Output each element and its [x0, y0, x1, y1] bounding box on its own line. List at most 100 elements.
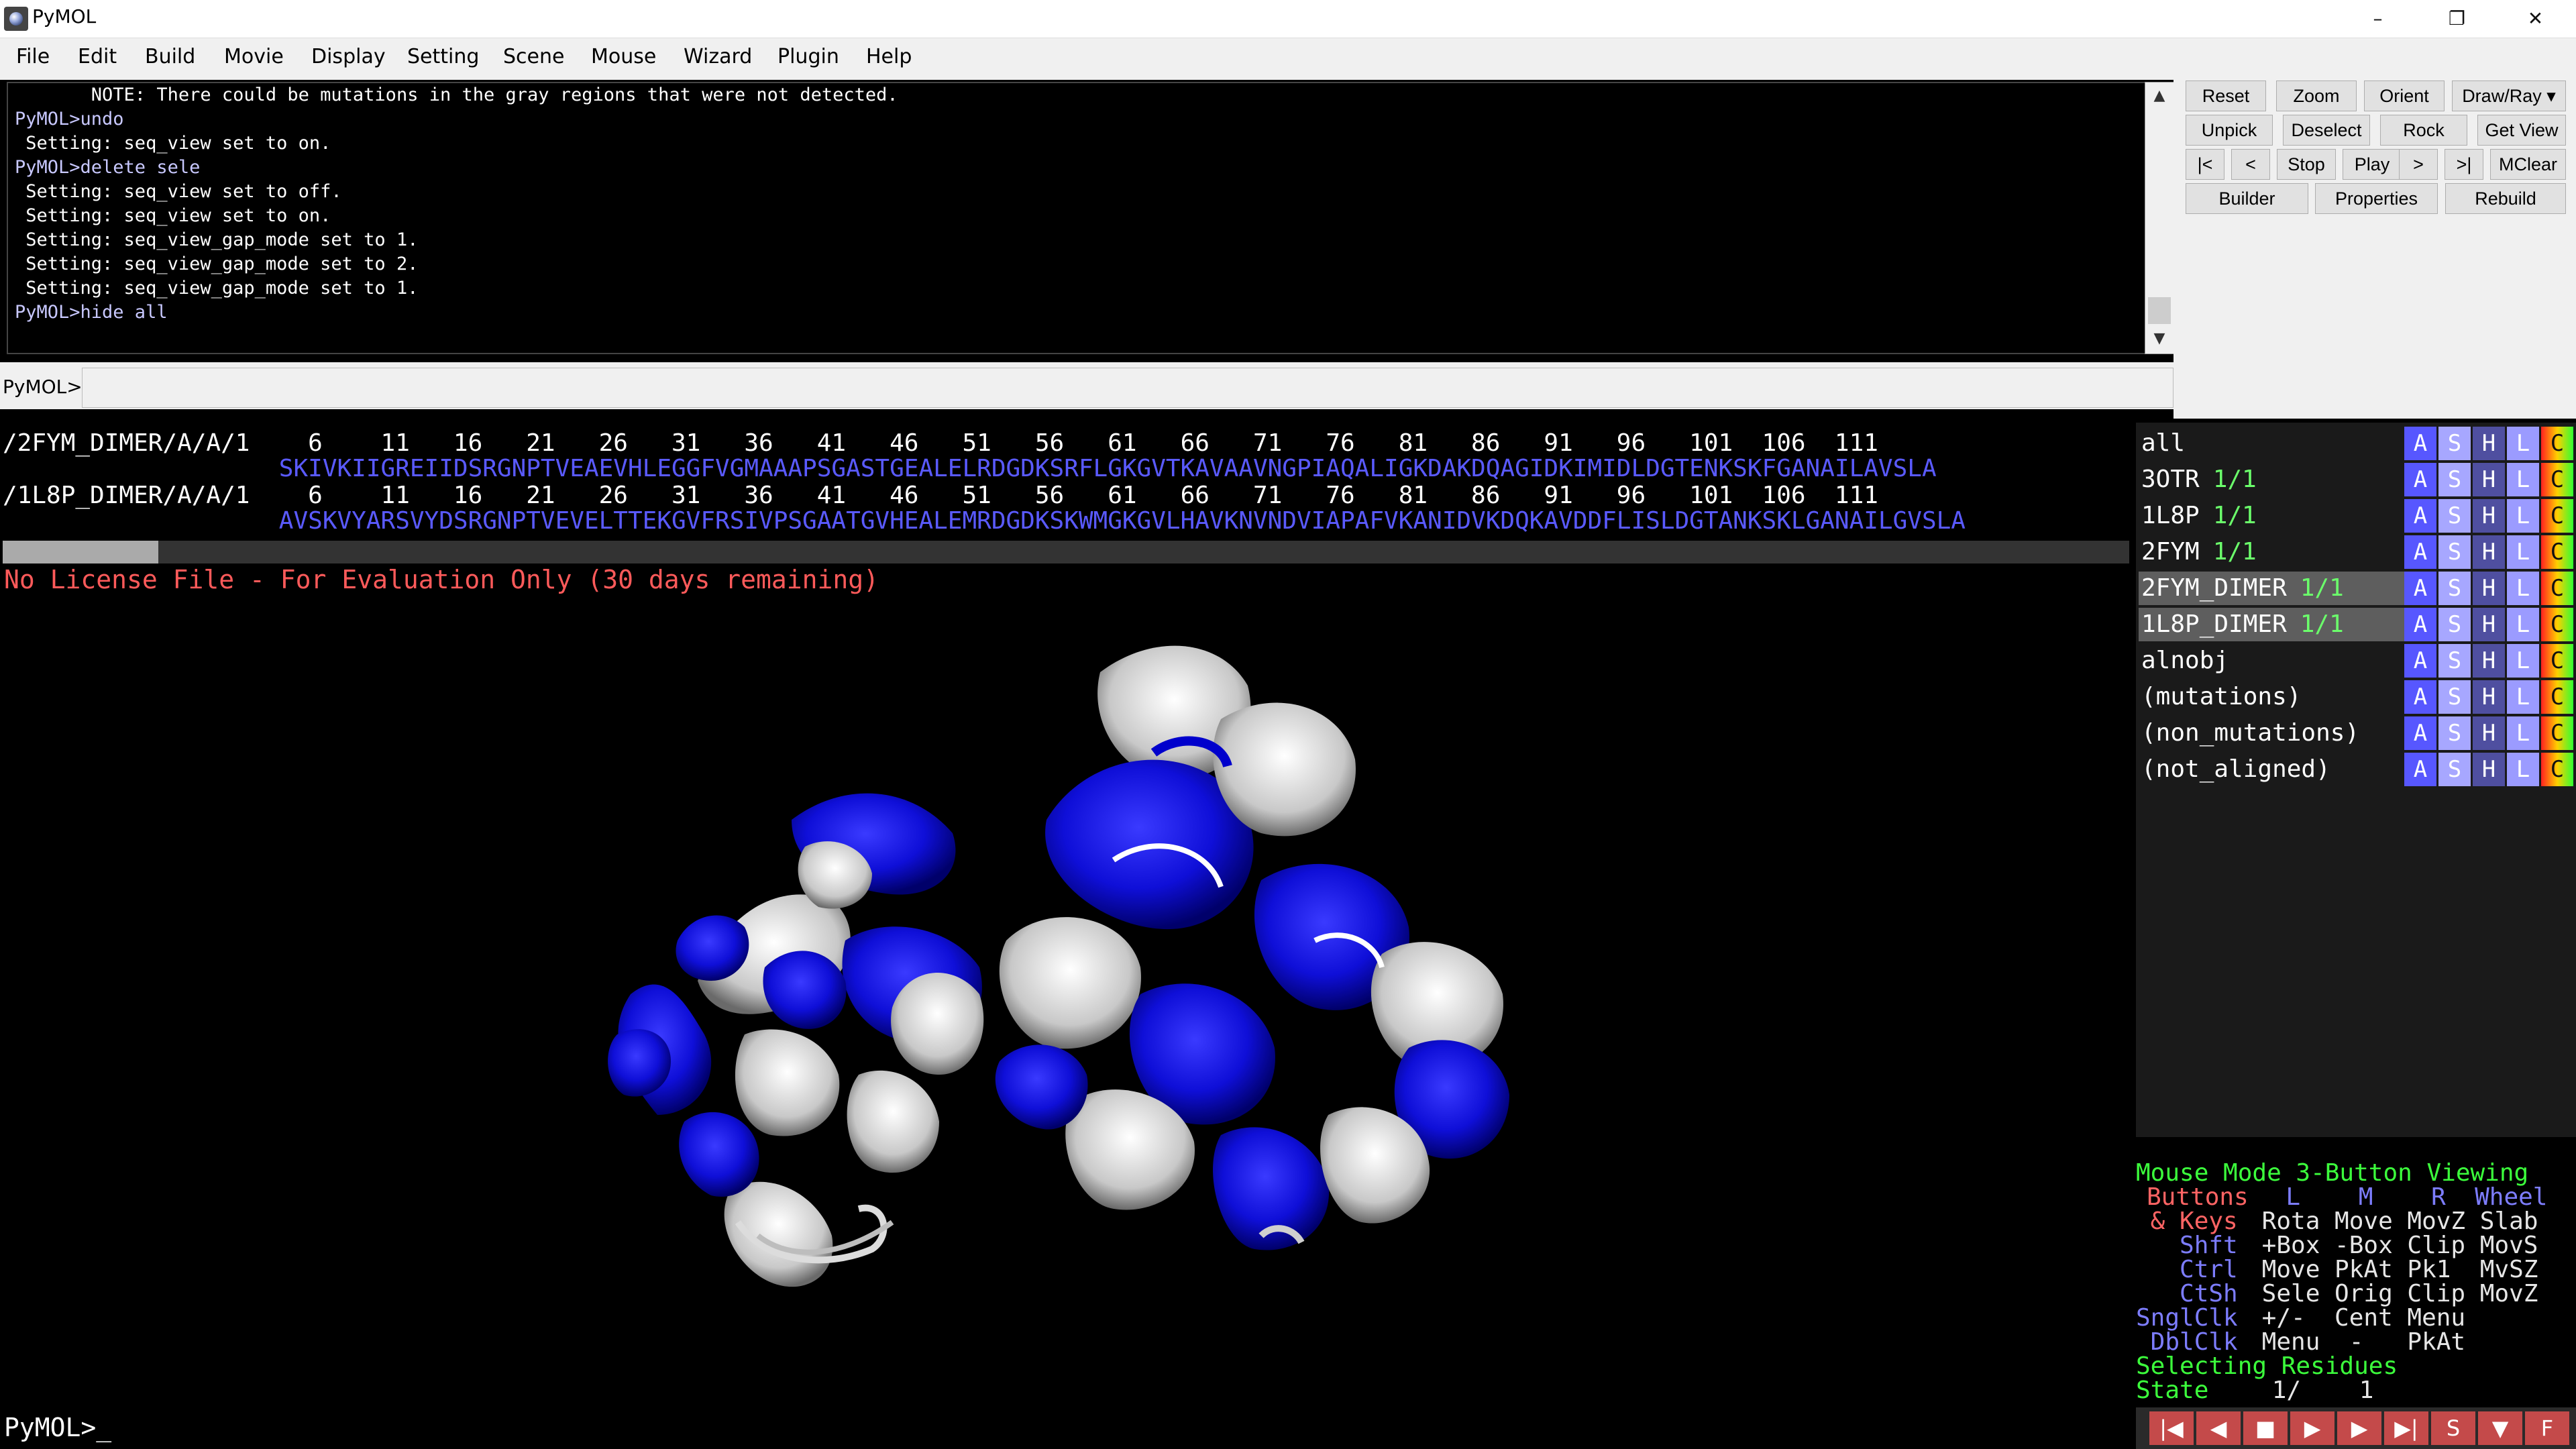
object-control-l[interactable]: L — [2507, 463, 2539, 496]
dropdown-icon[interactable]: ▼ — [2478, 1411, 2522, 1445]
prev-frame-button[interactable]: < — [2231, 149, 2270, 180]
object-control-l[interactable]: L — [2507, 716, 2539, 750]
minimize-button[interactable]: – — [2373, 7, 2383, 30]
object-control-l[interactable]: L — [2507, 535, 2539, 569]
orient-button[interactable]: Orient — [2364, 80, 2445, 111]
scroll-down-icon[interactable]: ▼ — [2153, 330, 2165, 347]
object-control-h[interactable]: H — [2473, 680, 2505, 714]
step-forward-icon[interactable]: ▶ — [2337, 1411, 2381, 1445]
object-control-c[interactable]: C — [2541, 680, 2573, 714]
object-control-a[interactable]: A — [2404, 572, 2436, 605]
object-name[interactable]: 2FYM_DIMER 1/1 — [2139, 572, 2407, 605]
object-control-h[interactable]: H — [2473, 608, 2505, 641]
first-frame-button[interactable]: |< — [2186, 149, 2224, 180]
play-button[interactable]: Play — [2343, 149, 2402, 180]
object-control-s[interactable]: S — [2438, 680, 2471, 714]
object-control-c[interactable]: C — [2541, 608, 2573, 641]
object-name[interactable]: 1L8P 1/1 — [2139, 499, 2407, 533]
object-control-l[interactable]: L — [2507, 644, 2539, 678]
rebuild-button[interactable]: Rebuild — [2445, 183, 2566, 214]
deselect-button[interactable]: Deselect — [2283, 115, 2370, 146]
object-control-c[interactable]: C — [2541, 463, 2573, 496]
command-input[interactable] — [82, 368, 2174, 408]
object-control-c[interactable]: C — [2541, 753, 2573, 786]
menu-plugin[interactable]: Plugin — [777, 45, 839, 68]
builder-button[interactable]: Builder — [2186, 183, 2308, 214]
object-control-h[interactable]: H — [2473, 753, 2505, 786]
object-name[interactable]: 2FYM 1/1 — [2139, 535, 2407, 569]
object-name[interactable]: (mutations) — [2139, 680, 2407, 714]
scene-icon[interactable]: S — [2431, 1411, 2475, 1445]
stop-icon[interactable]: ■ — [2243, 1411, 2288, 1445]
object-control-c[interactable]: C — [2541, 644, 2573, 678]
object-name[interactable]: all — [2139, 427, 2407, 460]
rock-button[interactable]: Rock — [2380, 115, 2467, 146]
object-control-a[interactable]: A — [2404, 427, 2436, 460]
object-control-s[interactable]: S — [2438, 499, 2471, 533]
object-control-h[interactable]: H — [2473, 499, 2505, 533]
object-control-s[interactable]: S — [2438, 535, 2471, 569]
object-name[interactable]: alnobj — [2139, 644, 2407, 678]
object-control-l[interactable]: L — [2507, 427, 2539, 460]
object-control-a[interactable]: A — [2404, 499, 2436, 533]
object-control-s[interactable]: S — [2438, 716, 2471, 750]
viewport-command-prompt[interactable]: PyMOL>_ — [4, 1413, 112, 1442]
object-control-a[interactable]: A — [2404, 680, 2436, 714]
object-control-h[interactable]: H — [2473, 644, 2505, 678]
menu-setting[interactable]: Setting — [407, 45, 480, 68]
console-scrollbar[interactable]: ▲ ▼ — [2145, 82, 2174, 354]
object-control-a[interactable]: A — [2404, 463, 2436, 496]
last-frame-button[interactable]: >| — [2445, 149, 2483, 180]
object-control-l[interactable]: L — [2507, 572, 2539, 605]
object-name[interactable]: (not_aligned) — [2139, 753, 2407, 786]
stop-button[interactable]: Stop — [2277, 149, 2336, 180]
mclear-button[interactable]: MClear — [2490, 149, 2566, 180]
object-control-c[interactable]: C — [2541, 427, 2573, 460]
output-console[interactable]: NOTE: There could be mutations in the gr… — [7, 82, 2154, 354]
object-control-a[interactable]: A — [2404, 535, 2436, 569]
menu-mouse[interactable]: Mouse — [591, 45, 657, 68]
rewind-icon[interactable]: |◀ — [2149, 1411, 2194, 1445]
reset-button[interactable]: Reset — [2186, 80, 2266, 111]
object-control-l[interactable]: L — [2507, 680, 2539, 714]
object-control-h[interactable]: H — [2473, 535, 2505, 569]
play-icon[interactable]: ▶ — [2290, 1411, 2334, 1445]
object-name[interactable]: (non_mutations) — [2139, 716, 2407, 750]
scroll-thumb[interactable] — [2148, 297, 2171, 324]
menu-scene[interactable]: Scene — [503, 45, 565, 68]
molecular-viewport[interactable] — [0, 565, 2133, 1410]
object-control-a[interactable]: A — [2404, 716, 2436, 750]
object-control-a[interactable]: A — [2404, 644, 2436, 678]
close-button[interactable]: ✕ — [2527, 7, 2544, 30]
object-control-l[interactable]: L — [2507, 753, 2539, 786]
selecting-mode[interactable]: Selecting Residues — [2136, 1352, 2398, 1380]
sequence-1l8p[interactable]: AVSKVYARSVYDSRGNPTVEVELTTEKGVFRSIVPSGAAT… — [3, 507, 1966, 535]
draw-ray-button[interactable]: Draw/Ray ▾ — [2452, 80, 2566, 111]
menu-movie[interactable]: Movie — [224, 45, 284, 68]
unpick-button[interactable]: Unpick — [2186, 115, 2273, 146]
object-control-s[interactable]: S — [2438, 644, 2471, 678]
sequence-scroll-thumb[interactable] — [3, 541, 158, 564]
zoom-button[interactable]: Zoom — [2276, 80, 2357, 111]
fast-forward-icon[interactable]: ▶| — [2384, 1411, 2428, 1445]
object-name[interactable]: 3OTR 1/1 — [2139, 463, 2407, 496]
object-control-h[interactable]: H — [2473, 463, 2505, 496]
menu-wizard[interactable]: Wizard — [684, 45, 753, 68]
menu-build[interactable]: Build — [145, 45, 196, 68]
object-control-c[interactable]: C — [2541, 499, 2573, 533]
object-control-h[interactable]: H — [2473, 427, 2505, 460]
object-control-h[interactable]: H — [2473, 572, 2505, 605]
object-control-l[interactable]: L — [2507, 499, 2539, 533]
object-name[interactable]: 1L8P_DIMER 1/1 — [2139, 608, 2407, 641]
sequence-scrollbar[interactable] — [3, 541, 2129, 564]
menu-file[interactable]: File — [16, 45, 50, 68]
object-control-l[interactable]: L — [2507, 608, 2539, 641]
object-control-s[interactable]: S — [2438, 427, 2471, 460]
menu-edit[interactable]: Edit — [78, 45, 117, 68]
menu-help[interactable]: Help — [866, 45, 912, 68]
properties-button[interactable]: Properties — [2315, 183, 2438, 214]
step-back-icon[interactable]: ◀ — [2196, 1411, 2241, 1445]
menu-display[interactable]: Display — [311, 45, 386, 68]
next-frame-button[interactable]: > — [2399, 149, 2438, 180]
get-view-button[interactable]: Get View — [2477, 115, 2566, 146]
